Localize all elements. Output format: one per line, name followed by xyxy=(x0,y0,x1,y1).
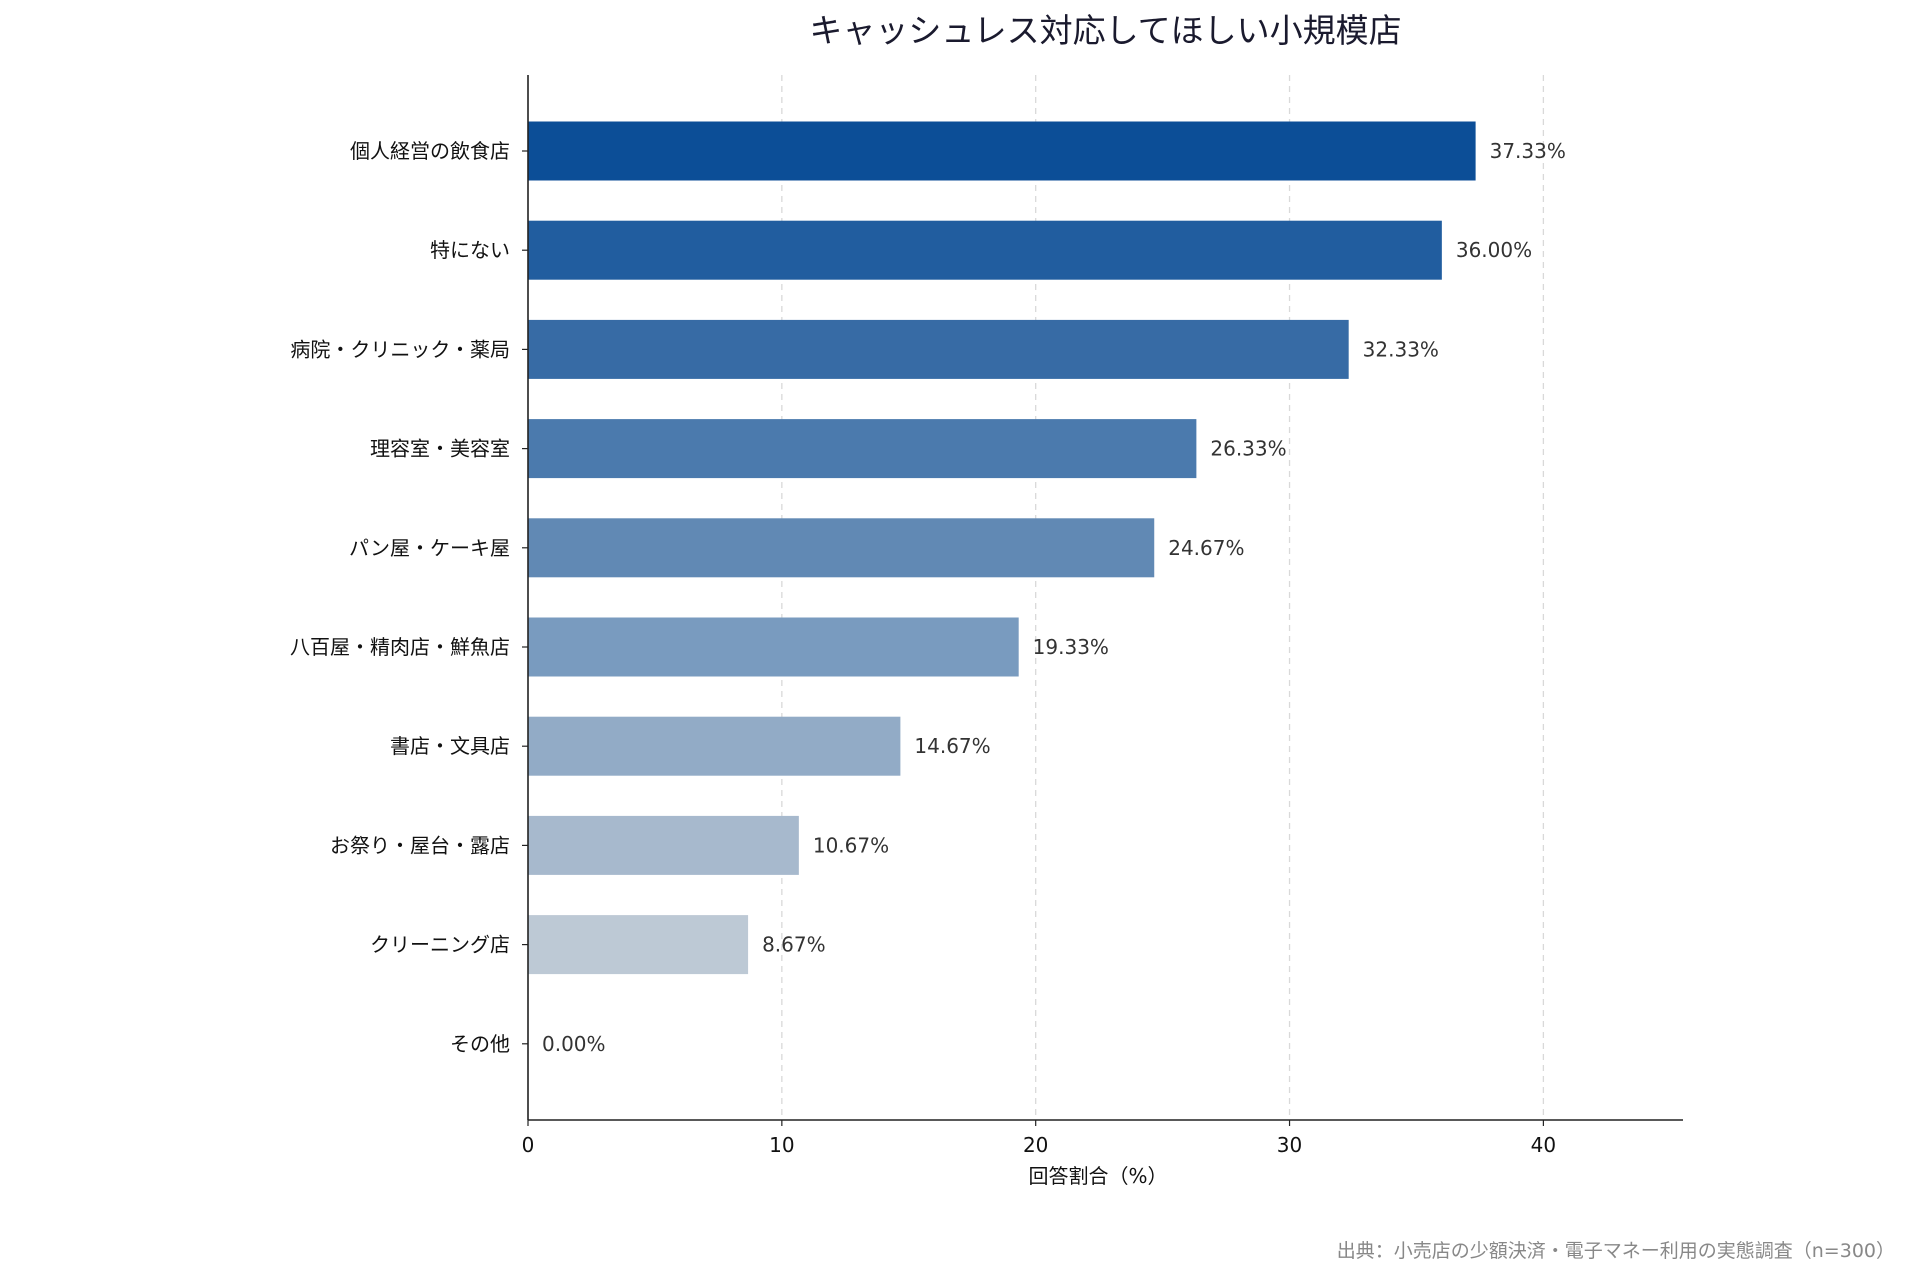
x-tick-label: 20 xyxy=(1023,1133,1048,1157)
bars xyxy=(528,121,1476,975)
value-labels: 37.33% 36.00% 32.33% 26.33% 24.67% 19.33% 14.6… xyxy=(542,139,1566,1056)
axes xyxy=(522,75,1683,1121)
value-label: 0.00% xyxy=(542,1032,606,1056)
x-tick-label: 40 xyxy=(1531,1133,1556,1157)
category-label: お祭り・屋台・露店 xyxy=(330,833,510,857)
category-label: 書店・文具店 xyxy=(390,734,510,758)
value-label: 8.67% xyxy=(762,933,826,957)
chart-title: キャッシュレス対応してほしい小規模店 xyxy=(809,11,1401,50)
bar xyxy=(528,220,1442,280)
value-label: 14.67% xyxy=(914,734,990,758)
category-label: 理容室・美容室 xyxy=(370,437,510,461)
value-label: 24.67% xyxy=(1168,536,1244,560)
value-label: 37.33% xyxy=(1490,139,1566,163)
value-label: 32.33% xyxy=(1363,337,1439,361)
bar xyxy=(528,815,799,875)
category-label: クリーニング店 xyxy=(370,933,510,957)
bar xyxy=(528,319,1349,379)
category-labels: 個人経営の飲食店特にない病院・クリニック・薬局理容室・美容室パン屋・ケーキ屋八百… xyxy=(290,139,510,1056)
x-tick-label: 30 xyxy=(1277,1133,1302,1157)
x-axis-title: 回答割合（%） xyxy=(1028,1164,1167,1188)
bar xyxy=(528,121,1476,181)
value-label: 36.00% xyxy=(1456,238,1532,262)
value-label: 26.33% xyxy=(1210,437,1286,461)
bar xyxy=(528,617,1019,677)
bar xyxy=(528,716,901,776)
bar xyxy=(528,419,1197,479)
category-label: 特にない xyxy=(430,238,510,262)
category-label: 個人経営の飲食店 xyxy=(350,139,510,163)
category-label: パン屋・ケーキ屋 xyxy=(349,536,510,560)
source-note: 出典：小売店の少額決済・電子マネー利用の実態調査（n=300） xyxy=(1337,1240,1895,1262)
category-label: その他 xyxy=(450,1032,510,1056)
x-tick-labels: 0 10 20 30 40 xyxy=(522,1120,1556,1157)
x-tick-label: 0 xyxy=(522,1133,535,1157)
value-label: 10.67% xyxy=(813,833,889,857)
value-label: 19.33% xyxy=(1033,635,1109,659)
category-label: 病院・クリニック・薬局 xyxy=(290,337,510,361)
bar xyxy=(528,518,1155,578)
grid-lines xyxy=(781,75,1545,1120)
category-label: 八百屋・精肉店・鮮魚店 xyxy=(290,635,510,659)
bar xyxy=(528,915,749,975)
x-tick-label: 10 xyxy=(769,1133,794,1157)
